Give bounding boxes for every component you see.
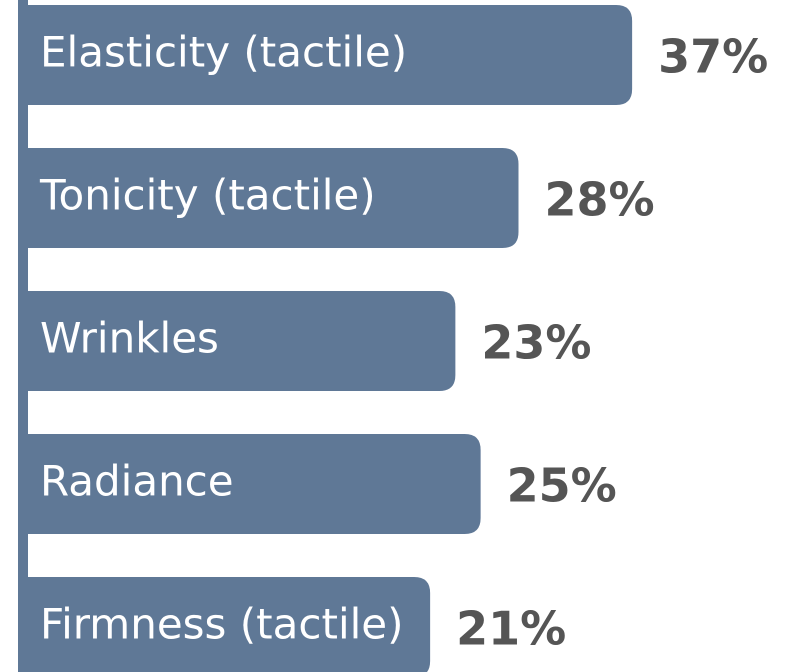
category-label: Wrinkles xyxy=(40,314,219,363)
bar xyxy=(18,5,633,105)
value-label: 21% xyxy=(456,602,566,656)
bar xyxy=(18,577,431,672)
category-label: Firmness (tactile) xyxy=(40,600,404,649)
category-label: Elasticity (tactile) xyxy=(40,28,407,77)
value-label: 25% xyxy=(507,459,617,513)
category-label: Radiance xyxy=(40,457,234,506)
value-label: 37% xyxy=(658,30,768,84)
value-label: 28% xyxy=(545,173,655,227)
category-label: Tonicity (tactile) xyxy=(39,171,376,220)
value-label: 23% xyxy=(481,316,591,370)
bar xyxy=(18,434,481,534)
bar xyxy=(18,291,456,391)
bar xyxy=(18,148,519,248)
